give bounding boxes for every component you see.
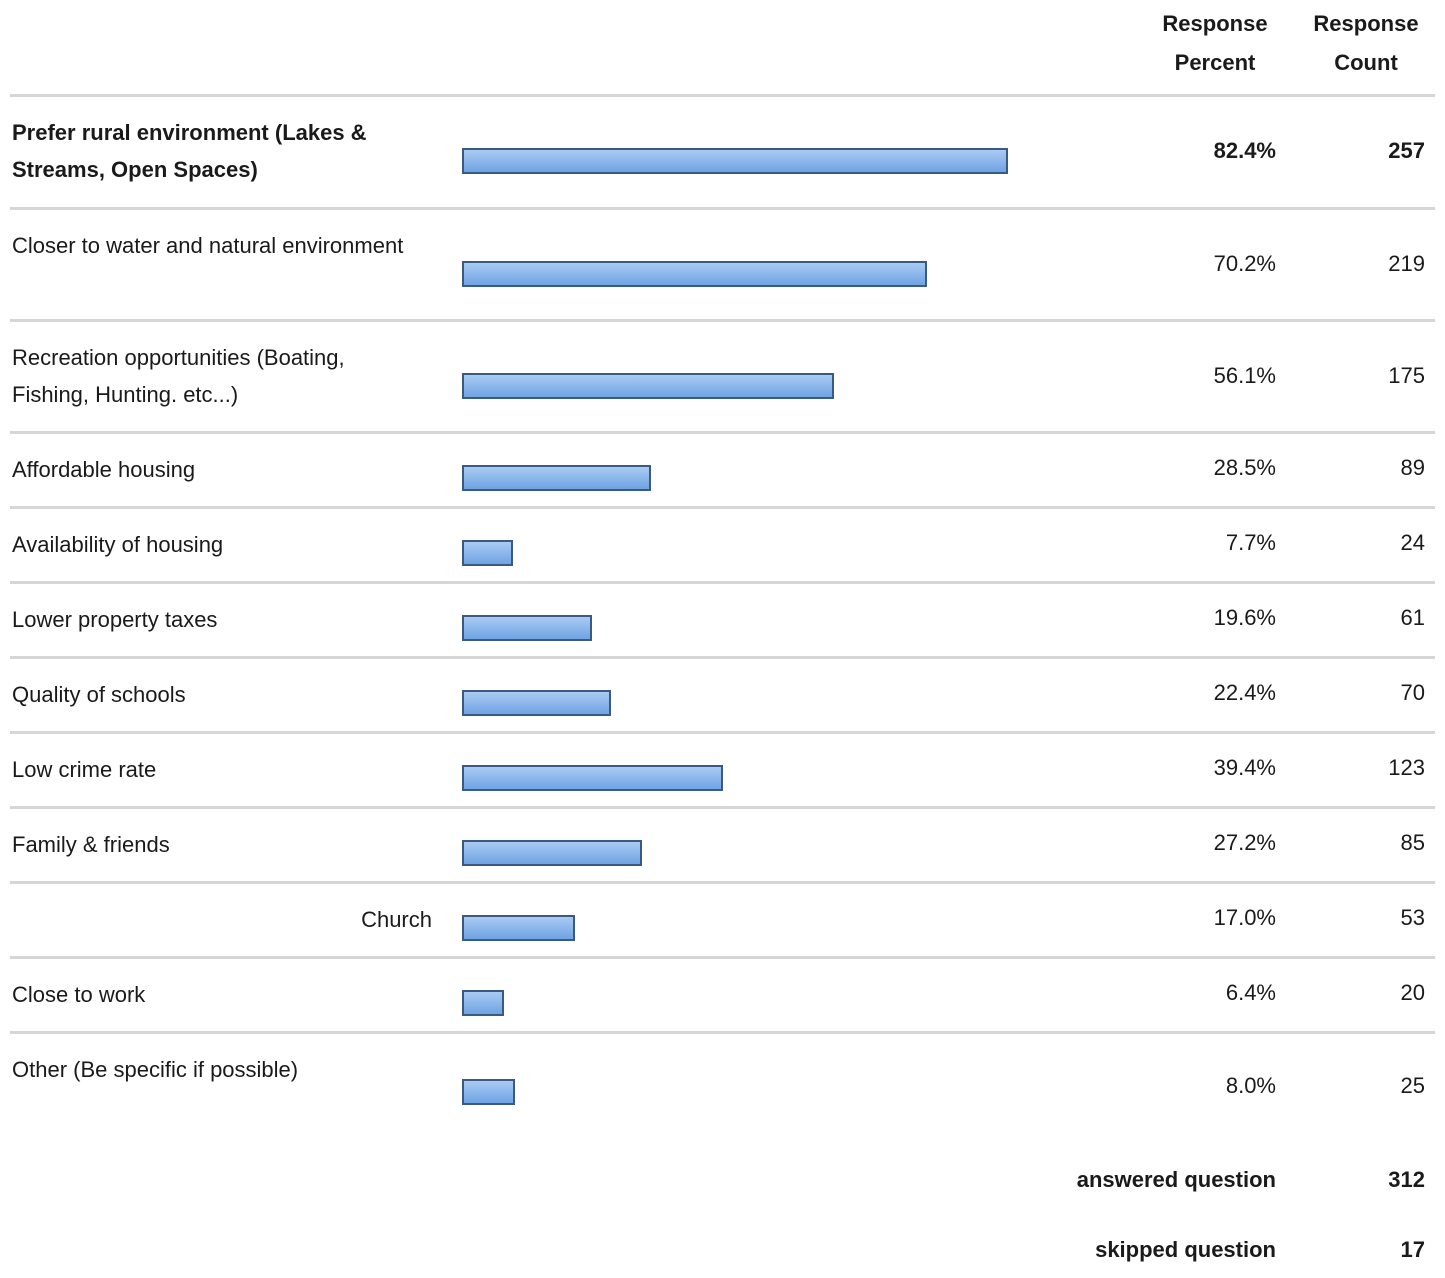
summary-count: 312 (1388, 1167, 1425, 1192)
count-label: 70 (1400, 680, 1425, 705)
separator (10, 1031, 1435, 1034)
separator (10, 431, 1435, 434)
separator (10, 94, 1435, 97)
count-label: 20 (1400, 980, 1425, 1005)
row-label: Affordable housing (12, 457, 196, 482)
percent-label: 7.7% (1225, 530, 1276, 555)
summary-label: skipped question (1095, 1237, 1276, 1262)
count-label: 53 (1400, 905, 1425, 930)
percent-label: 56.1% (1213, 363, 1276, 388)
bar (462, 261, 928, 287)
bar (462, 148, 1009, 174)
percent-label: 17.0% (1213, 905, 1276, 930)
separator (10, 581, 1435, 584)
bar (462, 465, 651, 491)
separator (10, 881, 1435, 884)
header-count: Response Count (1313, 11, 1419, 75)
header-percent: Response Percent (1162, 11, 1268, 75)
row-label: Church (361, 907, 432, 932)
count-label: 175 (1388, 363, 1425, 388)
row-label: Closer to water and natural environment (12, 233, 404, 258)
percent-label: 8.0% (1225, 1073, 1276, 1098)
bar (462, 915, 575, 941)
bar (462, 765, 724, 791)
summary-label: answered question (1076, 1167, 1276, 1192)
bar (462, 373, 834, 399)
percent-label: 39.4% (1213, 755, 1276, 780)
separator (10, 319, 1435, 322)
count-label: 85 (1400, 830, 1425, 855)
percent-label: 19.6% (1213, 605, 1276, 630)
count-label: 25 (1400, 1073, 1425, 1098)
row-label: Availability of housing (12, 532, 224, 557)
summary-count: 17 (1400, 1237, 1425, 1262)
row-label: Low crime rate (12, 757, 157, 782)
percent-label: 6.4% (1225, 980, 1276, 1005)
percent-label: 28.5% (1213, 455, 1276, 480)
row-label: Close to work (12, 982, 146, 1007)
row-label: Family & friends (12, 832, 170, 857)
row-label: Other (Be specific if possible) (12, 1057, 299, 1082)
bar (462, 615, 592, 641)
bar (462, 690, 611, 716)
count-label: 123 (1388, 755, 1425, 780)
separator (10, 731, 1435, 734)
row-label: Recreation opportunities (Boating, Fishi… (12, 345, 345, 407)
bar (462, 540, 514, 566)
separator (10, 956, 1435, 959)
count-label: 89 (1400, 455, 1425, 480)
percent-label: 27.2% (1213, 830, 1276, 855)
row-label: Prefer rural environment (Lakes & Stream… (12, 120, 367, 182)
percent-label: 22.4% (1213, 680, 1276, 705)
bar (462, 1079, 516, 1105)
count-label: 61 (1400, 605, 1425, 630)
separator (10, 506, 1435, 509)
bar (462, 990, 505, 1016)
separator (10, 806, 1435, 809)
row-label: Lower property taxes (12, 607, 218, 632)
separator (10, 207, 1435, 210)
row-label: Quality of schools (12, 682, 186, 707)
percent-label: 82.4% (1213, 138, 1276, 163)
count-label: 257 (1388, 138, 1425, 163)
count-label: 219 (1388, 251, 1425, 276)
percent-label: 70.2% (1213, 251, 1276, 276)
bar (462, 840, 643, 866)
count-label: 24 (1400, 530, 1425, 555)
separator (10, 656, 1435, 659)
